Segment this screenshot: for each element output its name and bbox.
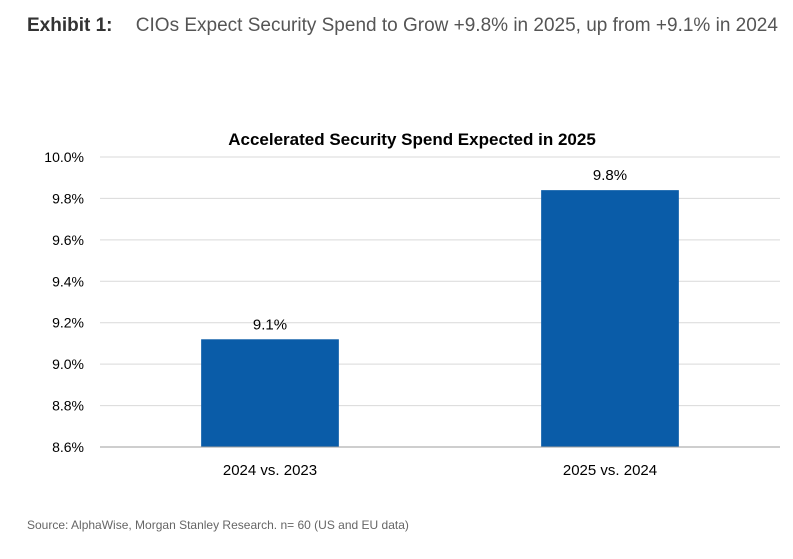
data-label: 9.1% [253,316,287,333]
x-tick-label: 2024 vs. 2023 [223,462,317,479]
y-tick-label: 9.4% [52,273,84,289]
y-tick-label: 10.0% [44,149,84,165]
exhibit-title: CIOs Expect Security Spend to Grow +9.8%… [135,15,778,36]
source-note: Source: AlphaWise, Morgan Stanley Resear… [27,518,409,532]
chart-title: Accelerated Security Spend Expected in 2… [228,130,596,149]
y-axis-ticks: 8.6% 8.8% 9.0% 9.2% 9.4% 9.6% 9.8% 10.0% [44,149,84,455]
y-tick-label: 9.8% [52,190,84,206]
data-labels: 9.1% 9.8% [253,167,627,333]
y-tick-label: 9.0% [52,356,84,372]
exhibit-header: Exhibit 1: CIOs Expect Security Spend to… [27,10,787,42]
bar [201,339,339,447]
x-tick-label: 2025 vs. 2024 [563,462,657,479]
y-tick-label: 9.2% [52,315,84,331]
y-tick-label: 8.8% [52,398,84,414]
exhibit-label: Exhibit 1: [27,15,113,36]
y-tick-label: 8.6% [52,439,84,455]
x-axis-ticks: 2024 vs. 2023 2025 vs. 2024 [223,462,657,479]
y-tick-label: 9.6% [52,232,84,248]
data-label: 9.8% [593,167,627,184]
bar [541,190,679,447]
bars [201,190,679,447]
